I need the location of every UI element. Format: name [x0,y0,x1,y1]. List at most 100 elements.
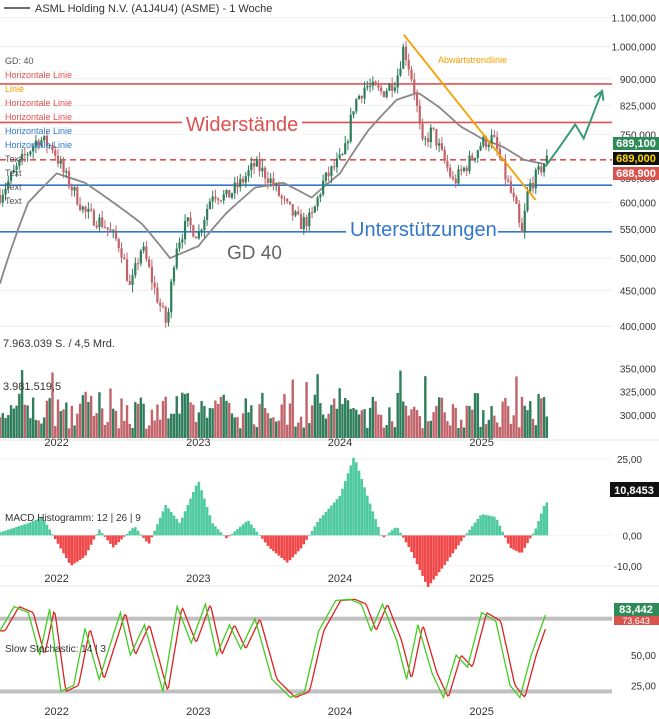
macd-bar [343,481,347,536]
candle-body [51,145,54,151]
volume-bar [208,407,212,438]
macd-bar [285,535,289,563]
macd-bar [296,535,300,552]
macd-bar [250,524,253,536]
macd-bar [371,511,375,536]
volume-bar [280,404,283,438]
volume-bar [506,406,510,438]
candle-body [385,90,388,98]
price-tags: 689,100 689,000 688,900 [613,137,659,180]
macd-bar [341,488,344,536]
stoch-band [0,616,612,621]
candle-body [302,217,305,230]
volume-bar [197,412,201,438]
macd-bar [473,522,477,536]
volume-bar [29,418,32,438]
macd-bar [40,517,43,536]
volume-bar [112,408,115,438]
candle-body [462,167,466,171]
price-tag-high [613,137,659,150]
volume-bar [308,423,311,438]
price-tag-high-text: 689,100 [616,138,656,150]
volume-bar [4,417,7,438]
volume-bar [371,396,375,438]
candle-body [457,169,460,184]
macd-bar [349,465,353,536]
candle-body [98,217,101,228]
volume-bar [216,404,220,438]
candle-body [81,206,84,210]
macd-bar [84,535,87,556]
candle-body [148,259,151,267]
candle-body [324,172,327,181]
macd-bar [393,527,397,536]
x-tick-label: 2025 [469,573,493,585]
macd-bar [454,535,457,550]
candle-body [355,99,358,112]
macd-bar [274,535,278,554]
macd-bar [308,535,311,536]
candle-body [23,154,26,156]
volume-bar [117,428,120,438]
macd-bar [6,529,10,536]
axes: 400,000450,000500,000550,000600,000650,0… [44,14,656,718]
candle-body [446,160,449,168]
macd-bar [109,535,112,544]
volume-bar [377,414,380,438]
candle-body [275,184,278,187]
volume-bar [45,400,49,438]
volume-bar [42,417,46,438]
macd-bar [164,504,168,536]
macd-bar [252,528,256,536]
volume-bar [100,408,104,438]
volume-bar [81,395,85,438]
volume-bar [252,424,256,438]
macd-bar [515,535,518,552]
resistance-label: Widerstände [186,114,298,136]
stoch-tick-label: 25,00 [631,681,656,692]
volume-bar [131,427,134,438]
volume-bars [0,370,549,438]
slow-stochastic [0,598,612,700]
macd-bar [404,535,408,543]
macd-bar [106,535,110,541]
macd-bar [150,535,154,538]
macd-bar [1,531,5,536]
macd-tick-label: -10,00 [614,562,643,573]
macd-bar [313,526,317,536]
stoch-tick-label: 50,00 [631,651,656,662]
volume-bar [360,410,363,438]
macd-bar [211,523,214,536]
macd-bar [222,535,226,536]
candle-body [194,236,198,239]
volume-bar [200,401,203,438]
candle-body [0,194,2,203]
volume-bar [542,397,546,438]
candle-body [34,140,38,147]
volume-bar [175,396,178,438]
volume-bar [393,427,397,438]
volume-bar [269,418,272,438]
macd-bar [528,535,532,539]
candle-body [327,172,330,177]
volume-bar [382,427,386,438]
volume-bar [468,406,471,438]
macd-bar [324,511,328,536]
volume-bar [355,409,358,438]
macd-bar [435,535,438,576]
volume-bar [250,405,253,438]
volume-bar [302,427,305,438]
price-tick-label: 750,000 [620,130,657,141]
volume-bar [487,419,491,438]
candle-body [250,163,253,171]
volume-bar [167,418,170,438]
macd-bar [56,535,60,544]
candle-body [335,158,339,168]
macd-bar [277,535,281,556]
volume-bar [291,379,294,438]
candle-body [512,192,515,198]
legend-item-horizontal: Horizontale Linie [5,70,72,80]
macd-bar [70,535,74,566]
macd-bar [233,531,237,536]
volume-bar [95,413,98,438]
